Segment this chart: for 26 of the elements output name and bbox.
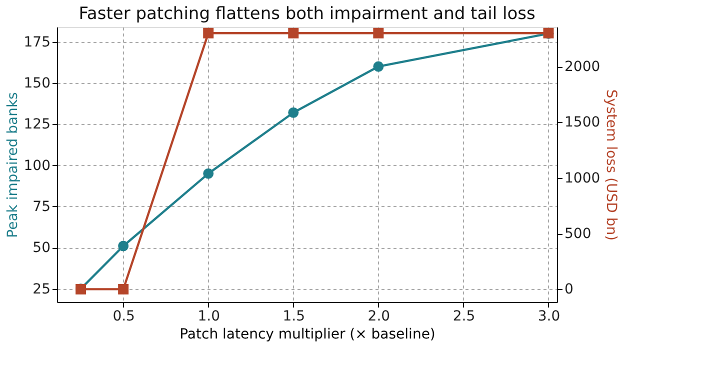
y-tick-label: 25: [32, 281, 50, 298]
y2-tick-label: 1000: [564, 170, 600, 186]
point: [288, 107, 299, 118]
y-tick-label: 150: [24, 75, 50, 92]
y2-tick-label: 500: [564, 226, 592, 242]
point: [203, 168, 214, 179]
x-tick-label: 0.5: [112, 308, 135, 324]
y2-axis-title: System loss (USD bn): [603, 89, 620, 241]
x-tick-label: 1.5: [282, 308, 306, 324]
y-tick-label: 125: [24, 116, 50, 133]
x-tick-label: 2.5: [452, 308, 476, 324]
y-tick-label: 100: [24, 158, 50, 174]
y-tick-label: 50: [32, 240, 50, 256]
y-tick-label: 175: [24, 34, 50, 50]
x-tick-label: 2.0: [368, 308, 390, 324]
x-tick-label: 3.0: [538, 308, 560, 324]
point: [118, 240, 129, 252]
y2-tick-label: 0: [564, 282, 574, 298]
chart-title: Faster patching flattens both impairment and tail loss: [78, 4, 536, 24]
y-axis-title: Peak impaired banks: [4, 92, 21, 238]
point: [373, 61, 384, 72]
x-axis-title: Patch latency multiplier (× baseline): [180, 326, 436, 342]
x-tick-label: 1.0: [198, 308, 220, 324]
y2-tick-label: 1500: [564, 114, 600, 131]
y2-tick-label: 2000: [564, 59, 600, 76]
y-tick-label: 75: [32, 198, 50, 215]
